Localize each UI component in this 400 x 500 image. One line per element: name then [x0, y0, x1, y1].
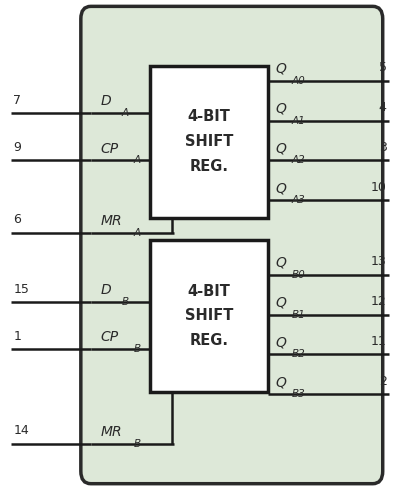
Text: Q: Q	[276, 375, 286, 389]
Bar	[150, 240, 268, 392]
Text: 7: 7	[13, 94, 21, 107]
Text: B: B	[133, 439, 140, 449]
Text: Q: Q	[276, 336, 286, 349]
Bar	[150, 66, 268, 218]
Text: 6: 6	[13, 213, 21, 226]
Text: A: A	[133, 156, 140, 166]
Text: B0: B0	[291, 270, 305, 280]
Text: MR: MR	[101, 425, 122, 439]
Text: 5: 5	[379, 62, 387, 74]
Text: B: B	[121, 297, 128, 307]
Text: 13: 13	[371, 256, 387, 268]
Text: A1: A1	[291, 116, 305, 126]
Text: Q: Q	[276, 102, 286, 116]
Text: Q: Q	[276, 256, 286, 270]
Text: 1: 1	[13, 330, 21, 343]
Text: A0: A0	[291, 76, 305, 86]
Text: D: D	[101, 94, 111, 108]
Text: Q: Q	[276, 182, 286, 196]
Text: 3: 3	[379, 141, 387, 154]
Text: MR: MR	[101, 214, 122, 228]
Text: 10: 10	[371, 181, 387, 194]
Text: B3: B3	[291, 389, 305, 399]
Text: 2: 2	[379, 374, 387, 388]
Text: Q: Q	[276, 296, 286, 310]
Text: SHIFT: SHIFT	[185, 134, 233, 150]
Text: D: D	[101, 283, 111, 297]
Text: REG.: REG.	[190, 159, 228, 174]
Text: B1: B1	[291, 310, 305, 320]
Text: Q: Q	[276, 62, 286, 76]
Text: REG.: REG.	[190, 333, 228, 348]
Text: 4-BIT: 4-BIT	[188, 284, 230, 298]
Text: CP: CP	[101, 330, 119, 344]
Text: 4-BIT: 4-BIT	[188, 110, 230, 124]
Text: 12: 12	[371, 295, 387, 308]
Text: A: A	[133, 228, 140, 237]
Text: B2: B2	[291, 350, 305, 360]
Text: 15: 15	[13, 282, 29, 296]
Text: SHIFT: SHIFT	[185, 308, 233, 324]
Text: B: B	[133, 344, 140, 354]
Text: 9: 9	[13, 141, 21, 154]
Text: 11: 11	[371, 335, 387, 348]
Text: A: A	[121, 108, 128, 118]
Text: Q: Q	[276, 142, 286, 156]
Text: A3: A3	[291, 195, 305, 205]
FancyBboxPatch shape	[81, 6, 383, 484]
Text: 4: 4	[379, 102, 387, 114]
Text: A2: A2	[291, 156, 305, 166]
Text: CP: CP	[101, 142, 119, 156]
Text: 14: 14	[13, 424, 29, 438]
